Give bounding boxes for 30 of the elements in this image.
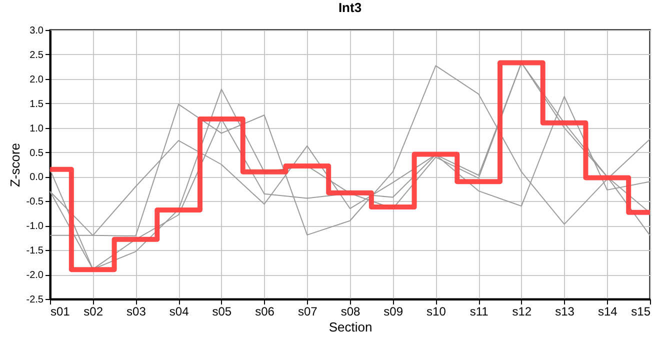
x-tick-label: s15 <box>631 304 651 318</box>
x-tick-label: s13 <box>555 304 575 318</box>
x-tick-label: s03 <box>126 304 146 318</box>
x-tick-label: s11 <box>470 304 489 318</box>
y-tick-label: -2.5 <box>26 294 44 306</box>
y-tick-label: -1.5 <box>26 246 44 257</box>
x-tick-label: s06 <box>255 304 275 318</box>
y-axis-title: Z-score <box>7 142 22 188</box>
y-tick-label: -0.5 <box>26 196 44 208</box>
x-tick-label: s10 <box>426 304 446 318</box>
x-tick-label: s14 <box>598 304 618 318</box>
y-tick-label: 0.0 <box>30 172 44 184</box>
y-tick-label: -2.0 <box>26 270 44 282</box>
y-tick-label: 2.0 <box>30 74 44 86</box>
x-tick-label: s09 <box>384 304 404 318</box>
x-tick-label: s12 <box>512 304 532 318</box>
x-tick-label: s07 <box>298 304 318 318</box>
x-tick-label: s04 <box>169 304 190 318</box>
y-tick-label: 2.5 <box>30 50 44 61</box>
y-tick-label: 1.5 <box>30 98 44 110</box>
y-tick-label: 3.0 <box>30 26 44 36</box>
x-tick-label: s05 <box>212 304 232 318</box>
x-tick-label: s02 <box>84 304 104 318</box>
chart-title: Int3 <box>338 0 362 15</box>
y-tick-label: -1.0 <box>26 221 44 232</box>
y-tick-label: 1.0 <box>30 123 44 134</box>
x-tick-label: s08 <box>340 304 360 318</box>
x-axis-title: Section <box>328 320 372 334</box>
y-tick-label: 0.5 <box>30 148 44 159</box>
x-tick-label: s01 <box>50 304 70 318</box>
